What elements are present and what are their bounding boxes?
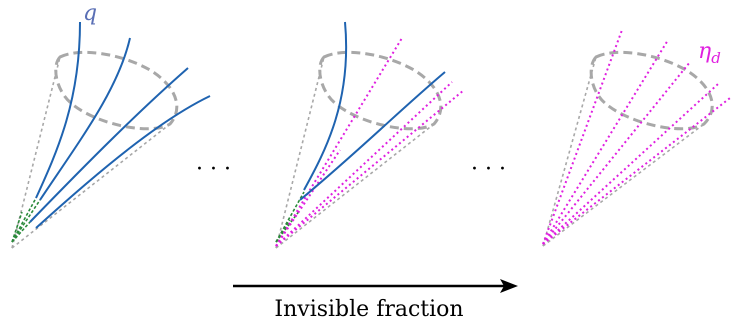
visible-track bbox=[35, 95, 211, 229]
jet-cone bbox=[275, 56, 435, 249]
invisible-track bbox=[542, 61, 691, 245]
cone-ellipse bbox=[54, 50, 179, 131]
visible-track bbox=[35, 21, 81, 199]
invisible-tracks bbox=[542, 29, 731, 245]
panel-all-invisible: ηd bbox=[542, 29, 731, 247]
invisible-track bbox=[542, 83, 719, 245]
origin-shower bbox=[275, 191, 305, 243]
invisible-track bbox=[275, 37, 403, 247]
visible-tracks bbox=[299, 21, 446, 201]
quark-label: q bbox=[83, 1, 97, 26]
visible-track bbox=[29, 67, 189, 223]
arrow-caption: Invisible fraction bbox=[274, 297, 463, 321]
jet-cone bbox=[542, 56, 705, 247]
visible-track bbox=[39, 37, 131, 201]
visible-tracks bbox=[29, 21, 211, 229]
ellipsis-1: · · · bbox=[196, 157, 231, 182]
invisible-fraction-arrow bbox=[233, 279, 518, 293]
invisible-track bbox=[275, 149, 341, 247]
invisible-track bbox=[275, 89, 465, 247]
invisible-track bbox=[542, 29, 623, 245]
dark-meson-subscript: d bbox=[711, 49, 721, 67]
invisible-tracks bbox=[275, 37, 465, 247]
visible-track bbox=[299, 71, 446, 201]
ellipsis-2: · · · bbox=[471, 157, 506, 182]
jet-cone bbox=[11, 56, 171, 249]
panel-partially-invisible bbox=[275, 21, 465, 249]
origin-shower bbox=[11, 197, 41, 243]
cone-ellipse bbox=[318, 50, 443, 131]
visible-track bbox=[303, 21, 348, 191]
invisible-track bbox=[275, 81, 453, 247]
invisible-track bbox=[542, 39, 669, 245]
cone-ellipse bbox=[589, 50, 714, 131]
dark-meson-label: ηd bbox=[698, 39, 721, 67]
panel-all-visible: q bbox=[11, 1, 211, 249]
